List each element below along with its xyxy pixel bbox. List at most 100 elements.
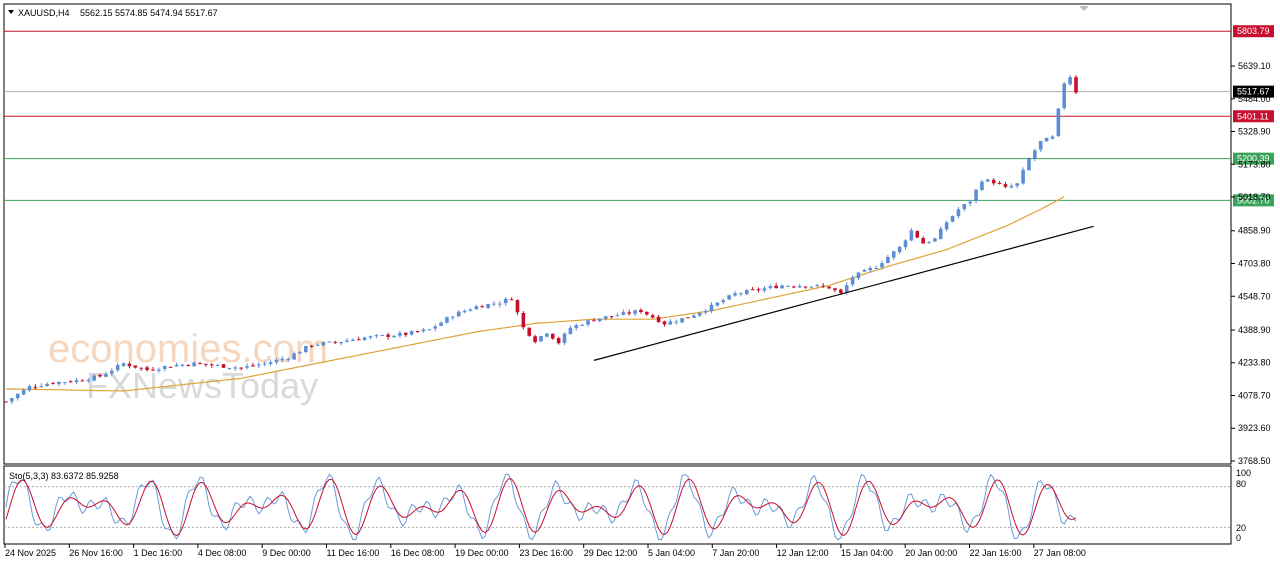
candle-body [574,325,579,328]
time-tick-label: 16 Dec 08:00 [391,548,445,558]
candle-body [198,363,202,365]
time-tick-label: 23 Dec 16:00 [519,548,573,558]
candle-body [21,389,26,395]
time-tick-label: 9 Dec 00:00 [262,548,311,558]
candle-body [345,340,349,342]
symbol-label: XAUUSD,H4 [18,8,70,18]
candle-body [592,320,596,322]
candle-body [4,401,8,403]
candle-body [186,364,191,366]
candle-body [74,380,79,383]
candle-body [962,204,967,210]
watermark-fxnewstoday: FXNewsToday [86,365,318,406]
candle-body [468,309,473,311]
candle-body [656,316,661,323]
candle-body [304,345,308,352]
candle-body [192,362,196,367]
candle-body [968,201,972,204]
candle-body [915,230,920,238]
candle-body [1068,77,1072,85]
candle-body [315,344,320,346]
candle-body [721,300,726,303]
candle-body [362,337,367,340]
osc-level-80: 80 [1236,479,1246,489]
candle-body [1050,136,1055,139]
candle-body [650,315,655,318]
candle-body [1062,83,1067,109]
candle-body [821,285,825,287]
candle-body [862,269,867,272]
candle-body [1074,77,1078,93]
collapse-arrow-icon[interactable] [8,10,14,14]
candle-body [403,332,408,335]
candle-body [891,251,896,258]
price-tick-label: 4858.90 [1238,226,1271,236]
candle-body [897,246,902,253]
candle-body [944,222,949,230]
candle-body [997,182,1002,185]
candle-body [974,189,978,202]
candle-body [139,367,144,369]
candle-body [257,364,261,366]
candle-body [827,286,831,289]
time-tick-label: 19 Dec 00:00 [455,548,509,558]
candle-body [503,298,508,304]
time-axis: 24 Nov 2025 26 Nov 16:00 1 Dec 16:00 4 Dec … [4,544,1086,558]
candle-body [233,367,238,369]
candle-body [127,363,132,367]
candle-body [68,381,73,383]
candle-body [333,341,338,343]
candle-body [786,285,790,287]
candle-body [697,312,702,316]
time-tick-label: 7 Jan 20:00 [712,548,759,558]
price-tick-label: 4233.80 [1238,358,1271,368]
candle-body [27,386,32,391]
main-plot-frame [3,3,1232,465]
candle-body [539,335,543,342]
candle-body [715,302,720,306]
candle-body [121,363,126,366]
candle-body [1027,158,1031,171]
candle-body [492,303,496,305]
candle-body [462,310,467,313]
candle-body [750,289,755,291]
price-axis: 5639.10 5484.00 5328.90 5173.80 5018.70 4858.… [1231,61,1271,466]
time-tick-label: 12 Jan 12:00 [777,548,829,558]
candle-body [45,383,49,387]
candle-body [174,364,179,367]
oscillator-layer [4,473,1231,541]
time-tick-label: 24 Nov 2025 [5,548,56,558]
time-tick-label: 26 Nov 16:00 [69,548,123,558]
candle-body [80,380,85,382]
candle-body [586,320,590,325]
candle-body [386,334,390,337]
candle-body [850,277,855,285]
price-tick-label: 5328.90 [1238,127,1271,137]
price-tick-label: 5639.10 [1238,61,1271,71]
candle-body [839,289,843,294]
level-tag-label: 5803.79 [1237,26,1270,36]
candle-body [856,272,861,279]
horizontal-levels: 5803.79 5401.11 5200.39 5002.70 5517.67 [4,25,1274,207]
candle-body [204,363,208,365]
time-tick-label: 4 Dec 08:00 [198,548,247,558]
candle-body [162,366,167,369]
candle-body [545,333,549,337]
candle-body [286,358,290,360]
time-tick-label: 27 Jan 08:00 [1034,548,1086,558]
candle-body [709,304,714,312]
candle-body [639,309,643,313]
candle-body [909,230,914,241]
candle-body [268,362,273,365]
price-tick-label: 3768.50 [1238,456,1271,466]
candle-body [180,364,185,366]
candle-body [51,383,55,385]
candle-body [880,263,884,268]
candle-body [633,310,637,314]
candle-body [327,341,332,343]
candle-body [844,285,849,293]
candle-body [445,317,449,323]
candle-body [92,375,96,381]
candle-body [374,335,379,337]
